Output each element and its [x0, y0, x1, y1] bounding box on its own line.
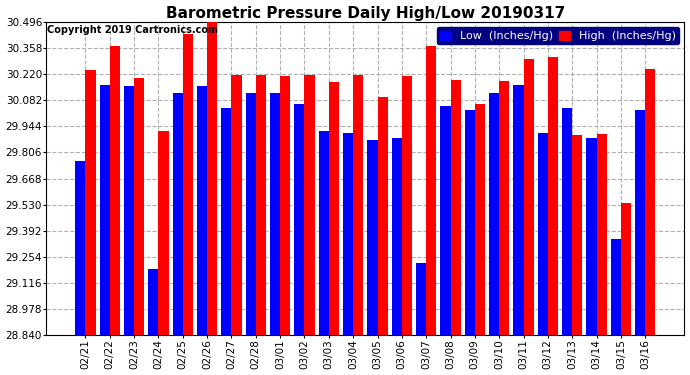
Legend: Low  (Inches/Hg), High  (Inches/Hg): Low (Inches/Hg), High (Inches/Hg)	[437, 27, 679, 44]
Bar	[451, 80, 461, 335]
Bar	[124, 86, 134, 335]
Bar	[440, 106, 451, 335]
Bar	[645, 69, 656, 335]
Bar	[548, 57, 558, 335]
Bar	[538, 133, 548, 335]
Bar	[172, 93, 183, 335]
Bar	[489, 93, 499, 335]
Bar	[221, 108, 231, 335]
Bar	[183, 34, 193, 335]
Bar	[304, 75, 315, 335]
Bar	[402, 76, 412, 335]
Bar	[464, 110, 475, 335]
Bar	[499, 81, 509, 335]
Bar	[246, 93, 256, 335]
Bar	[231, 75, 241, 335]
Bar	[572, 135, 582, 335]
Bar	[329, 82, 339, 335]
Bar	[392, 138, 402, 335]
Bar	[475, 104, 485, 335]
Bar	[513, 86, 524, 335]
Title: Barometric Pressure Daily High/Low 20190317: Barometric Pressure Daily High/Low 20190…	[166, 6, 565, 21]
Bar	[294, 104, 304, 335]
Bar	[197, 86, 207, 335]
Bar	[110, 46, 120, 335]
Bar	[611, 239, 621, 335]
Bar	[562, 108, 572, 335]
Bar	[635, 110, 645, 335]
Bar	[134, 78, 144, 335]
Bar	[270, 93, 280, 335]
Bar	[343, 133, 353, 335]
Bar	[75, 161, 86, 335]
Bar	[280, 76, 290, 335]
Bar	[367, 140, 377, 335]
Text: Copyright 2019 Cartronics.com: Copyright 2019 Cartronics.com	[47, 25, 218, 35]
Bar	[416, 263, 426, 335]
Bar	[426, 46, 436, 335]
Bar	[207, 22, 217, 335]
Bar	[256, 75, 266, 335]
Bar	[353, 75, 364, 335]
Bar	[319, 131, 329, 335]
Bar	[597, 134, 607, 335]
Bar	[524, 59, 534, 335]
Bar	[148, 269, 159, 335]
Bar	[586, 138, 597, 335]
Bar	[99, 86, 110, 335]
Bar	[159, 131, 168, 335]
Bar	[377, 97, 388, 335]
Bar	[621, 203, 631, 335]
Bar	[86, 70, 96, 335]
